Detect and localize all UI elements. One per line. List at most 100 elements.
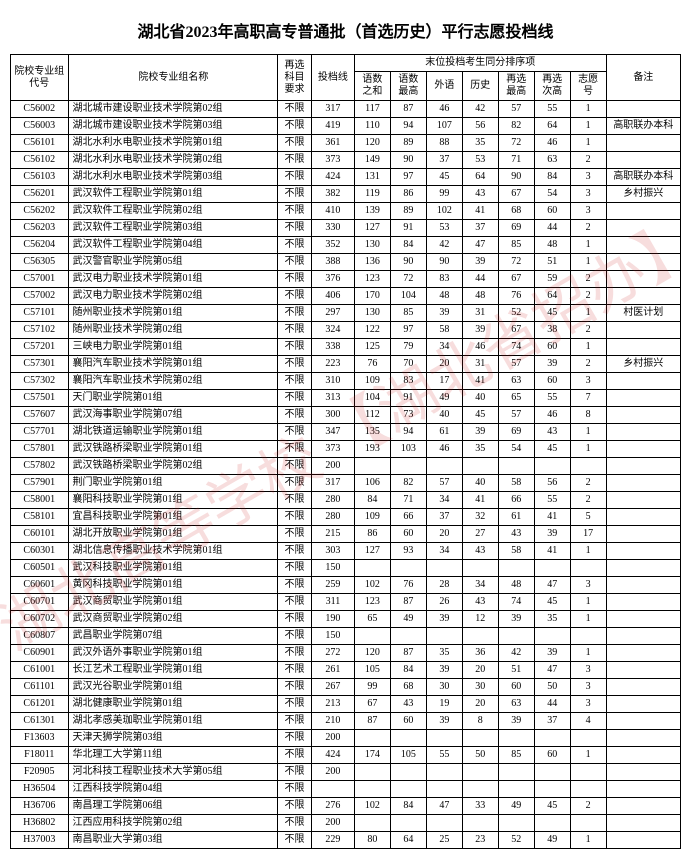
cell: 50 xyxy=(534,679,570,696)
cell xyxy=(570,560,606,577)
cell xyxy=(426,730,462,747)
cell: 39 xyxy=(462,424,498,441)
cell xyxy=(606,237,680,254)
cell: 武汉商贸职业学院第02组 xyxy=(68,611,278,628)
table-row: C56102湖北水利水电职业技术学院第02组不限3731499037537163… xyxy=(11,152,681,169)
cell: 280 xyxy=(311,492,354,509)
cell: 83 xyxy=(390,373,426,390)
cell: 湖北城市建设职业技术学院第03组 xyxy=(68,118,278,135)
table-row: C60901武汉外语外事职业学院第01组不限27212087353642391 xyxy=(11,645,681,662)
cell: 53 xyxy=(462,152,498,169)
table-row: C60601黄冈科技职业学院第01组不限25910276283448473 xyxy=(11,577,681,594)
table-row: C57002武汉电力职业技术学院第02组不限406170104484876642 xyxy=(11,288,681,305)
table-row: C60702武汉商贸职业学院第02组不限1906549391239351 xyxy=(11,611,681,628)
cell: C56201 xyxy=(11,186,69,203)
cell: 35 xyxy=(462,135,498,152)
cell: 215 xyxy=(311,526,354,543)
cell: 280 xyxy=(311,509,354,526)
cell: 57 xyxy=(498,356,534,373)
cell: 86 xyxy=(354,526,390,543)
cell xyxy=(606,696,680,713)
cell: 黄冈科技职业学院第01组 xyxy=(68,577,278,594)
cell: 襄阳汽车职业技术学院第01组 xyxy=(68,356,278,373)
cell: 150 xyxy=(311,628,354,645)
cell: 49 xyxy=(390,611,426,628)
cell: 94 xyxy=(390,118,426,135)
cell xyxy=(606,101,680,118)
cell: 2 xyxy=(570,492,606,509)
cell xyxy=(462,458,498,475)
cell: 不限 xyxy=(278,747,312,764)
cell: 不限 xyxy=(278,645,312,662)
cell: 不限 xyxy=(278,237,312,254)
cell: 127 xyxy=(354,543,390,560)
cell: C57201 xyxy=(11,339,69,356)
cell: 44 xyxy=(462,271,498,288)
cell: C57301 xyxy=(11,356,69,373)
cell: 30 xyxy=(462,679,498,696)
cell: 84 xyxy=(390,237,426,254)
cell: 不限 xyxy=(278,220,312,237)
cell: 1 xyxy=(570,747,606,764)
cell: 49 xyxy=(426,390,462,407)
cell: 随州职业技术学院第01组 xyxy=(68,305,278,322)
cell: C56203 xyxy=(11,220,69,237)
cell: 213 xyxy=(311,696,354,713)
cell xyxy=(606,458,680,475)
cell: 68 xyxy=(390,679,426,696)
cell: C60501 xyxy=(11,560,69,577)
cell: 武汉海事职业学院第07组 xyxy=(68,407,278,424)
cell: 长江艺术工程职业学院第01组 xyxy=(68,662,278,679)
cell: 42 xyxy=(462,101,498,118)
cell: 46 xyxy=(426,101,462,118)
cell: 3 xyxy=(570,186,606,203)
cell: 32 xyxy=(462,509,498,526)
cell: 34 xyxy=(426,492,462,509)
cell: 93 xyxy=(390,543,426,560)
cell xyxy=(426,815,462,832)
cell: 天津天狮学院第03组 xyxy=(68,730,278,747)
cell: 99 xyxy=(426,186,462,203)
cell: 130 xyxy=(354,305,390,322)
cell: 20 xyxy=(462,696,498,713)
cell: 267 xyxy=(311,679,354,696)
cell: 76 xyxy=(390,577,426,594)
cell: 不限 xyxy=(278,628,312,645)
cell: 34 xyxy=(462,577,498,594)
header-yushu-sum: 语数之和 xyxy=(354,72,390,101)
cell: C57302 xyxy=(11,373,69,390)
cell: 不限 xyxy=(278,815,312,832)
cell: 武汉科技职业学院第01组 xyxy=(68,560,278,577)
table-row: C57301襄阳汽车职业技术学院第01组不限2237670203157392乡村… xyxy=(11,356,681,373)
cell: 104 xyxy=(354,390,390,407)
cell: 不限 xyxy=(278,390,312,407)
cell: 34 xyxy=(426,543,462,560)
cell xyxy=(606,747,680,764)
cell: 20 xyxy=(426,526,462,543)
cell xyxy=(534,560,570,577)
cell: 湖北开放职业学院第01组 xyxy=(68,526,278,543)
cell: 3 xyxy=(570,679,606,696)
cell xyxy=(390,815,426,832)
cell xyxy=(462,560,498,577)
cell xyxy=(534,781,570,798)
cell: 80 xyxy=(354,832,390,849)
cell: 48 xyxy=(534,237,570,254)
cell: 湖北水利水电职业技术学院第03组 xyxy=(68,169,278,186)
cell: 武汉软件工程职业学院第02组 xyxy=(68,203,278,220)
cell xyxy=(426,781,462,798)
cell: 53 xyxy=(426,220,462,237)
cell: 149 xyxy=(354,152,390,169)
cell: 91 xyxy=(390,220,426,237)
cell: C57701 xyxy=(11,424,69,441)
cell: 64 xyxy=(534,118,570,135)
cell: 311 xyxy=(311,594,354,611)
cell: 94 xyxy=(390,424,426,441)
cell: 2 xyxy=(570,271,606,288)
cell: 不限 xyxy=(278,254,312,271)
cell: 43 xyxy=(462,594,498,611)
cell: 高职联办本科 xyxy=(606,118,680,135)
cell: 3 xyxy=(570,662,606,679)
cell: C56202 xyxy=(11,203,69,220)
cell: 131 xyxy=(354,169,390,186)
